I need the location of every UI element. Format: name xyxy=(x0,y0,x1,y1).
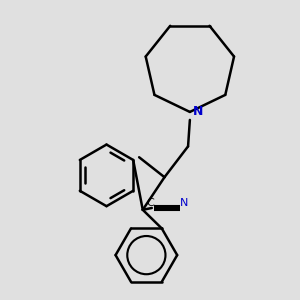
Text: C: C xyxy=(147,198,154,208)
Text: N: N xyxy=(193,105,203,118)
Text: N: N xyxy=(180,198,188,208)
